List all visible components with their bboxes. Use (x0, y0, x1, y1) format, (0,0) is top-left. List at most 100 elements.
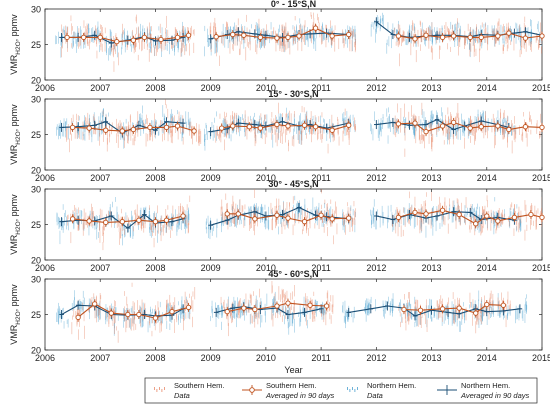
north-data-mark (447, 308, 448, 319)
avg-point (417, 307, 424, 313)
north-data-mark (139, 114, 140, 122)
south-data-mark (407, 309, 409, 321)
north-data-mark (256, 121, 257, 126)
south-data-mark (469, 120, 471, 126)
north-data-mark (230, 134, 232, 142)
north-data-mark (296, 123, 297, 134)
north-data-mark (347, 309, 349, 322)
north-data-mark (424, 117, 426, 127)
north-data-mark (292, 311, 293, 324)
north-data-mark (483, 111, 484, 122)
north-data-mark (349, 26, 350, 34)
south-data-mark (192, 134, 193, 145)
north-data-mark (68, 222, 69, 231)
south-data-mark (523, 22, 525, 34)
south-data-mark (103, 128, 104, 142)
north-data-mark (121, 47, 122, 55)
south-data-mark (415, 304, 416, 311)
north-data-mark (113, 323, 115, 336)
south-data-mark (76, 113, 77, 121)
north-data-mark (96, 227, 98, 240)
south-data-mark (118, 218, 120, 232)
south-data-mark (336, 206, 337, 218)
north-data-mark (351, 215, 353, 228)
south-data-mark (157, 222, 159, 234)
south-data-mark (170, 302, 171, 316)
south-data-mark (82, 302, 83, 311)
south-data-mark (411, 31, 413, 42)
south-data-mark (141, 37, 143, 51)
north-data-mark (480, 112, 481, 125)
north-data-mark (505, 125, 506, 134)
south-data-mark (546, 126, 547, 136)
south-data-mark (227, 216, 229, 230)
south-data-mark (249, 41, 251, 51)
north-data-mark (150, 306, 151, 312)
south-data-mark (399, 27, 401, 37)
south-data-mark (239, 298, 241, 311)
avg-point (152, 219, 159, 225)
south-data-mark (70, 231, 72, 244)
south-data-mark (260, 113, 262, 120)
north-data-mark (299, 134, 300, 144)
south-data-mark (431, 211, 432, 218)
y-axis-label: VMRH2O, ppmv (9, 104, 22, 165)
north-data-mark (264, 217, 266, 228)
south-data-mark (332, 132, 334, 142)
north-data-mark (486, 315, 488, 325)
north-data-mark (56, 124, 58, 130)
south-data-mark (423, 29, 424, 35)
north-data-mark (177, 37, 178, 48)
x-tick-label: 2007 (90, 173, 110, 183)
south-data-mark (190, 27, 191, 40)
south-data-mark (312, 24, 313, 39)
north-data-mark (328, 31, 329, 43)
north-data-mark (382, 117, 384, 124)
south-data-mark (183, 209, 185, 218)
north-data-mark (313, 29, 315, 35)
north-data-mark (344, 117, 346, 122)
north-data-mark (272, 134, 274, 148)
north-data-mark (184, 217, 185, 229)
south-data-mark (448, 120, 449, 130)
north-data-mark (416, 308, 417, 320)
south-data-mark (317, 13, 318, 21)
north-data-mark (469, 118, 470, 124)
south-data-mark (82, 121, 84, 130)
north-data-mark (374, 111, 375, 122)
south-data-mark (525, 204, 527, 216)
south-data-mark (425, 200, 426, 206)
south-data-mark (291, 302, 292, 310)
south-data-mark (278, 286, 280, 300)
north-data-mark (259, 27, 260, 37)
north-data-mark (408, 302, 409, 309)
south-data-mark (284, 28, 286, 36)
north-data-mark (140, 23, 141, 38)
north-data-mark (424, 122, 426, 134)
south-data-mark (145, 311, 146, 316)
north-data-mark (182, 21, 183, 32)
south-data-mark (99, 305, 101, 310)
x-tick-label: 2012 (366, 263, 386, 273)
legend-entry: Northern Hem.Averaged in 90 days (437, 381, 529, 400)
south-data-mark (167, 205, 169, 210)
south-data-mark (530, 41, 531, 51)
north-data-mark (184, 310, 185, 321)
x-tick-label: 2008 (145, 353, 165, 363)
north-data-mark (221, 305, 222, 318)
south-data-mark (507, 137, 508, 148)
south-data-mark (430, 30, 432, 38)
north-data-mark (505, 118, 507, 123)
south-data-mark (275, 312, 276, 318)
south-data-mark (500, 112, 501, 127)
north-data-mark (415, 306, 417, 321)
north-data-mark (525, 297, 527, 306)
south-data-mark (153, 219, 155, 230)
south-data-mark (285, 213, 287, 219)
south-data-mark (135, 42, 137, 47)
north-data-mark (283, 303, 284, 316)
south-data-mark (489, 293, 491, 305)
north-data-mark (216, 223, 218, 238)
south-data-mark (418, 126, 420, 141)
